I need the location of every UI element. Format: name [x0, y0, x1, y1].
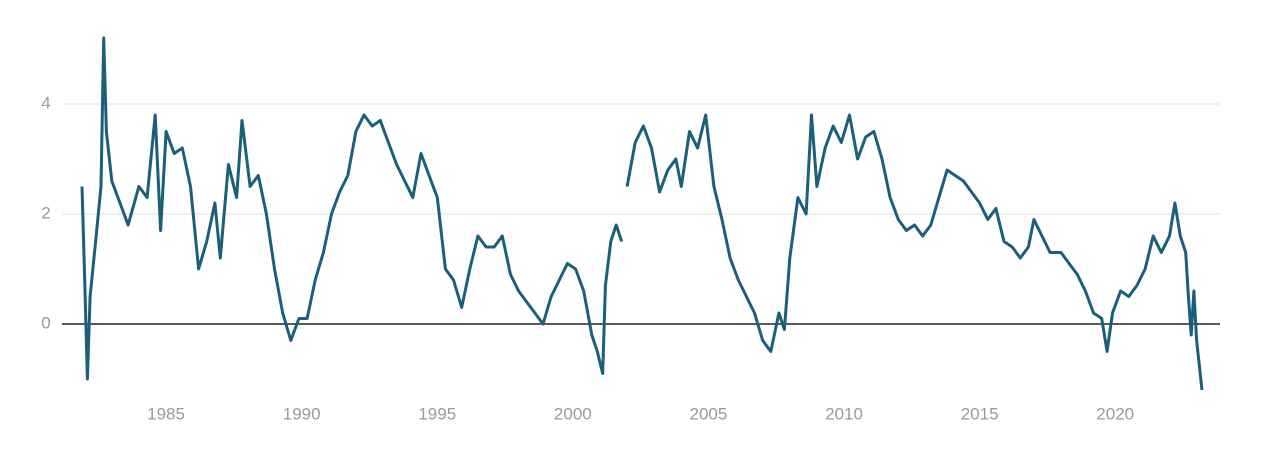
- x-tick-label: 1985: [147, 404, 185, 423]
- x-tick-label: 2015: [961, 404, 999, 423]
- y-tick-label: 2: [41, 203, 50, 222]
- y-tick-label: 4: [41, 93, 50, 112]
- x-tick-label: 2020: [1096, 404, 1134, 423]
- x-tick-label: 2000: [554, 404, 592, 423]
- y-tick-label: 0: [41, 313, 50, 332]
- x-tick-label: 2005: [690, 404, 728, 423]
- x-tick-label: 2010: [825, 404, 863, 423]
- data-line: [80, 36, 1204, 391]
- x-tick-label: 1990: [283, 404, 321, 423]
- x-tick-label: 1995: [418, 404, 456, 423]
